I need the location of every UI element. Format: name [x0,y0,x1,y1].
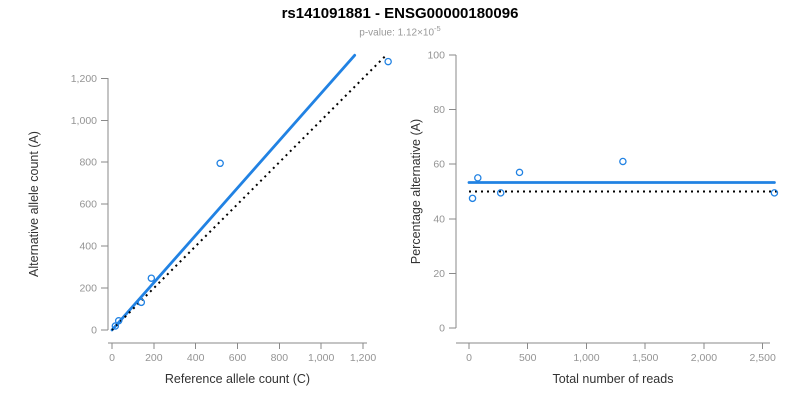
x-tick-label: 1,200 [350,352,376,364]
x-tick-label: 2,500 [750,352,776,364]
x-tick-label: 200 [145,352,163,364]
x-tick-label: 1,000 [308,352,334,364]
y-axis-title: Alternative allele count (A) [27,131,41,277]
plot-percentage-vs-reads: 0 500 1,000 1,500 2,000 2,500 0 20 40 60 80 100 Tota… [409,50,781,386]
x-tick-label: 600 [229,352,247,364]
data-point [619,157,627,166]
data-point [147,274,156,282]
regression-line [110,53,357,332]
y-tick-label: 1,000 [71,115,97,127]
x-axis-title: Reference allele count (C) [165,372,310,386]
y-tick-label: 800 [79,157,97,169]
data-point [137,298,146,307]
x-tick-label: 0 [466,352,472,364]
data-point [515,168,524,177]
x-tick-label: 500 [519,352,537,364]
y-tick-label: 0 [439,323,445,335]
identity-line [111,54,387,331]
x-tick-label: 2,000 [691,352,717,364]
chart-title: rs141091881 - ENSG00000180096 [281,5,519,22]
x-axis-title: Total number of reads [553,372,674,386]
y-tick-label: 0 [91,325,97,337]
data-point [216,159,224,168]
y-tick-label: 1,200 [71,73,97,85]
subtitle-prefix: p-value: 1.12×10 [359,27,435,39]
x-tick-label: 800 [271,352,289,364]
data-point [474,174,482,182]
data-point [384,57,392,66]
x-tick-label: 1,000 [573,352,599,364]
y-tick-label: 400 [79,241,97,253]
data-point [114,317,123,325]
x-tick-label: 400 [187,352,205,364]
y-tick-label: 80 [433,104,445,116]
y-tick-label: 40 [433,213,445,225]
y-tick-label: 600 [79,199,97,211]
plot-allele-counts: 0 200 400 600 800 1,000 1,200 0 200 400 600 800 1,00… [27,53,392,386]
chart-subtitle: p-value: 1.12×10-5 [0,24,800,38]
data-point [770,189,779,197]
data-point [468,194,477,203]
x-tick-label: 1,500 [632,352,658,364]
data-point [496,189,505,197]
subtitle-exponent: -5 [434,24,441,33]
y-tick-label: 20 [433,268,445,280]
y-tick-label: 60 [433,159,445,171]
y-tick-label: 100 [427,50,445,62]
y-tick-label: 200 [79,283,97,295]
y-axis-title: Percentage alternative (A) [409,119,423,264]
x-tick-label: 0 [109,352,115,364]
data-point [111,322,120,330]
